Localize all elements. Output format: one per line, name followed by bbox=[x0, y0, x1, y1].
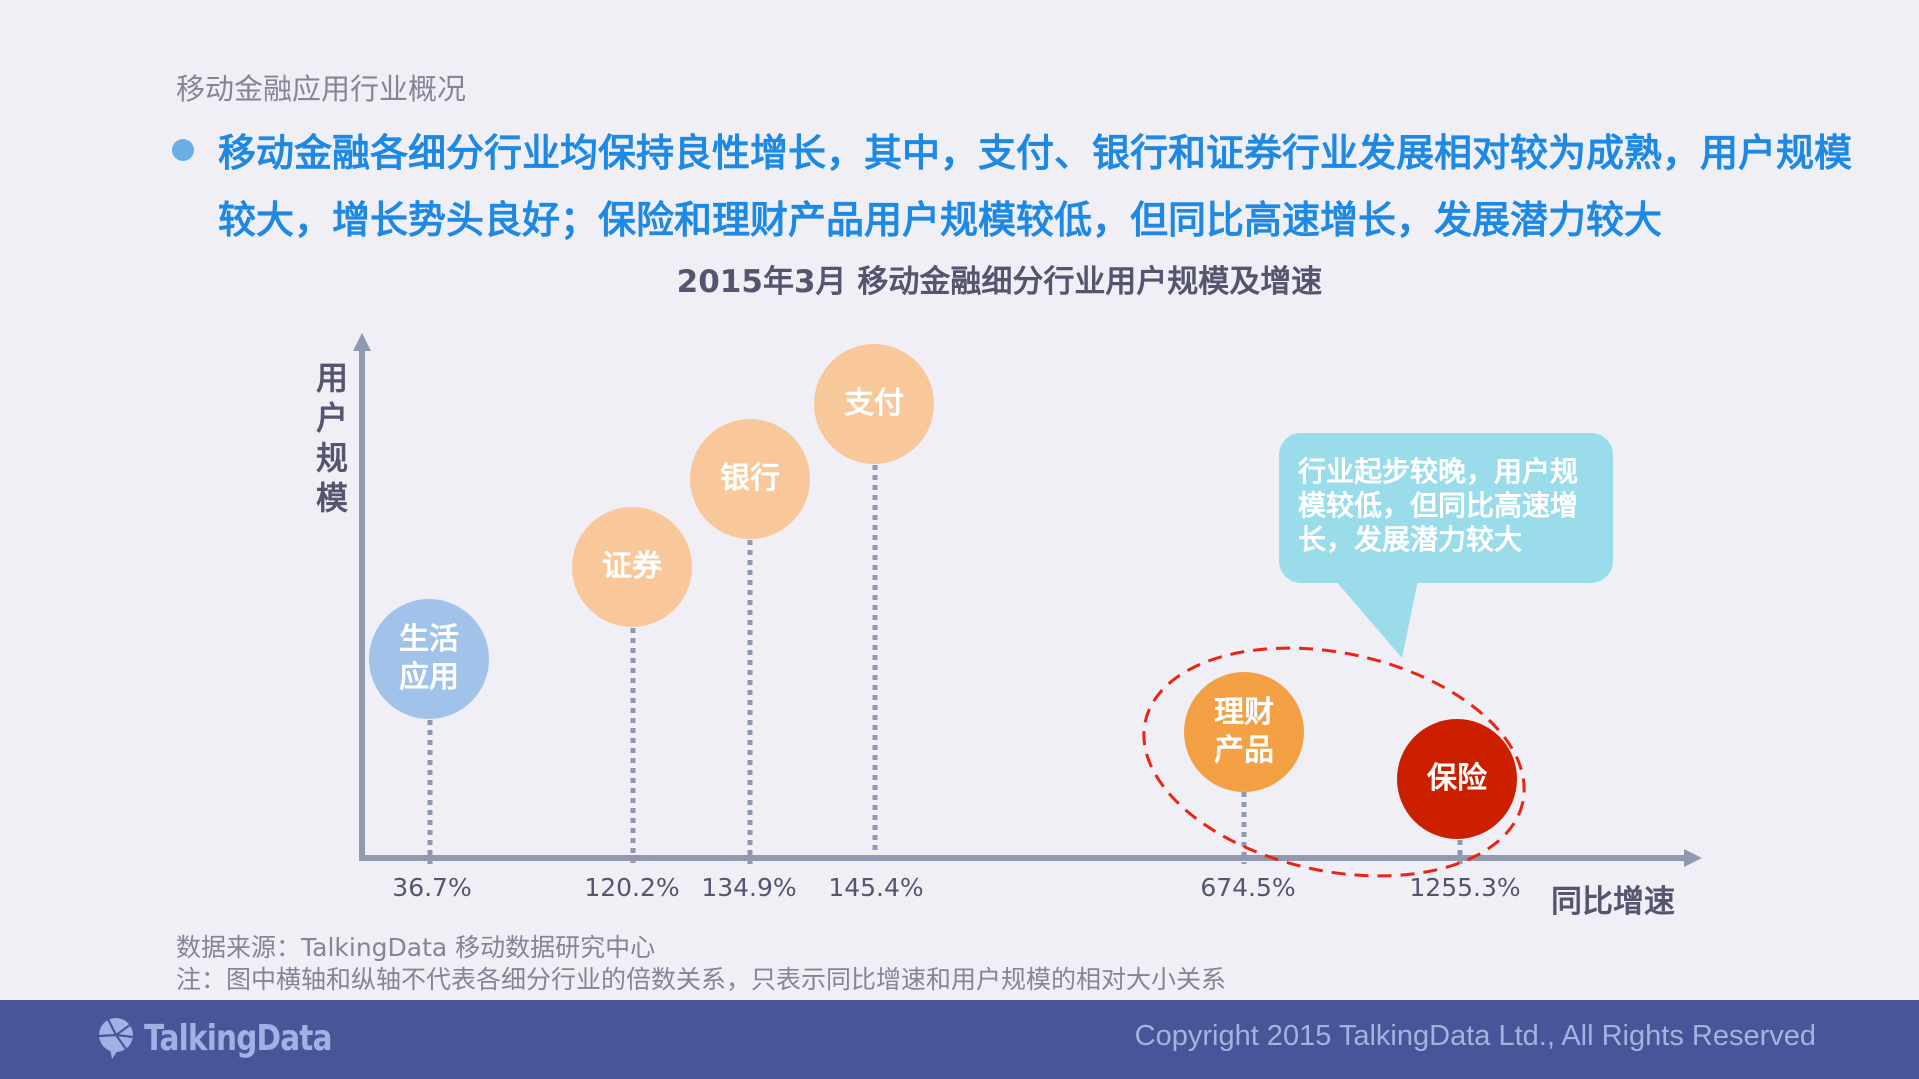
bubble-wealth-products: 理财产品 bbox=[1184, 672, 1304, 792]
highlight-ellipse bbox=[1142, 646, 1526, 878]
bubble-label: 理财产品 bbox=[1214, 695, 1274, 768]
callout-text: 行业起步较晚，用户规模较低，但同比高速增长，发展潜力较大 bbox=[1298, 455, 1579, 556]
copyright: Copyright 2015 TalkingData Ltd., All Rig… bbox=[1134, 1020, 1816, 1052]
x-tick-label: 120.2% bbox=[584, 873, 680, 902]
bullet-icon bbox=[172, 139, 194, 161]
x-tick-label: 36.7% bbox=[392, 873, 472, 902]
talkingdata-logo: TalkingData bbox=[96, 1016, 373, 1060]
x-tick-label: 134.9% bbox=[701, 873, 797, 902]
data-source: 数据来源：TalkingData 移动数据研究中心 bbox=[176, 933, 656, 962]
y-axis-label: 用户规模 bbox=[315, 359, 348, 517]
y-axis bbox=[353, 333, 371, 860]
x-axis bbox=[359, 849, 1702, 867]
chart-canvas bbox=[353, 333, 1702, 878]
footer-bar bbox=[0, 1000, 1919, 1079]
logo-text: TalkingData bbox=[144, 1017, 333, 1059]
bubble-payment: 支付 bbox=[814, 344, 934, 464]
headline: 移动金融各细分行业均保持良性增长，其中，支付、银行和证券行业发展相对较为成熟，用… bbox=[218, 131, 1853, 242]
chart-title: 2015年3月 移动金融细分行业用户规模及增速 bbox=[676, 264, 1323, 300]
section-title: 移动金融应用行业概况 bbox=[176, 72, 467, 106]
bubble-insurance: 保险 bbox=[1397, 719, 1517, 839]
bubble-label: 证券 bbox=[602, 549, 662, 584]
x-tick-label: 145.4% bbox=[828, 873, 924, 902]
x-tick-label: 1255.3% bbox=[1409, 873, 1521, 902]
bubble-label: 生活应用 bbox=[399, 622, 459, 695]
bubble-life-apps: 生活应用 bbox=[369, 599, 489, 719]
speech-bubble-pie-icon bbox=[98, 1018, 134, 1059]
chart-note: 注：图中横轴和纵轴不代表各细分行业的倍数关系，只表示同比增速和用户规模的相对大小… bbox=[176, 965, 1227, 994]
callout-box: 行业起步较晚，用户规模较低，但同比高速增长，发展潜力较大 bbox=[1279, 433, 1613, 583]
bubble-label: 银行 bbox=[720, 461, 780, 496]
x-tick-label: 674.5% bbox=[1200, 873, 1296, 902]
bubble-banking: 银行 bbox=[690, 419, 810, 539]
x-axis-label: 同比增速 bbox=[1551, 884, 1675, 920]
bubble-label: 支付 bbox=[844, 386, 904, 421]
bubble-label: 保险 bbox=[1427, 761, 1487, 796]
callout-tail bbox=[1335, 580, 1418, 658]
dotted-stems bbox=[427, 465, 1463, 864]
bubble-securities: 证券 bbox=[572, 507, 692, 627]
